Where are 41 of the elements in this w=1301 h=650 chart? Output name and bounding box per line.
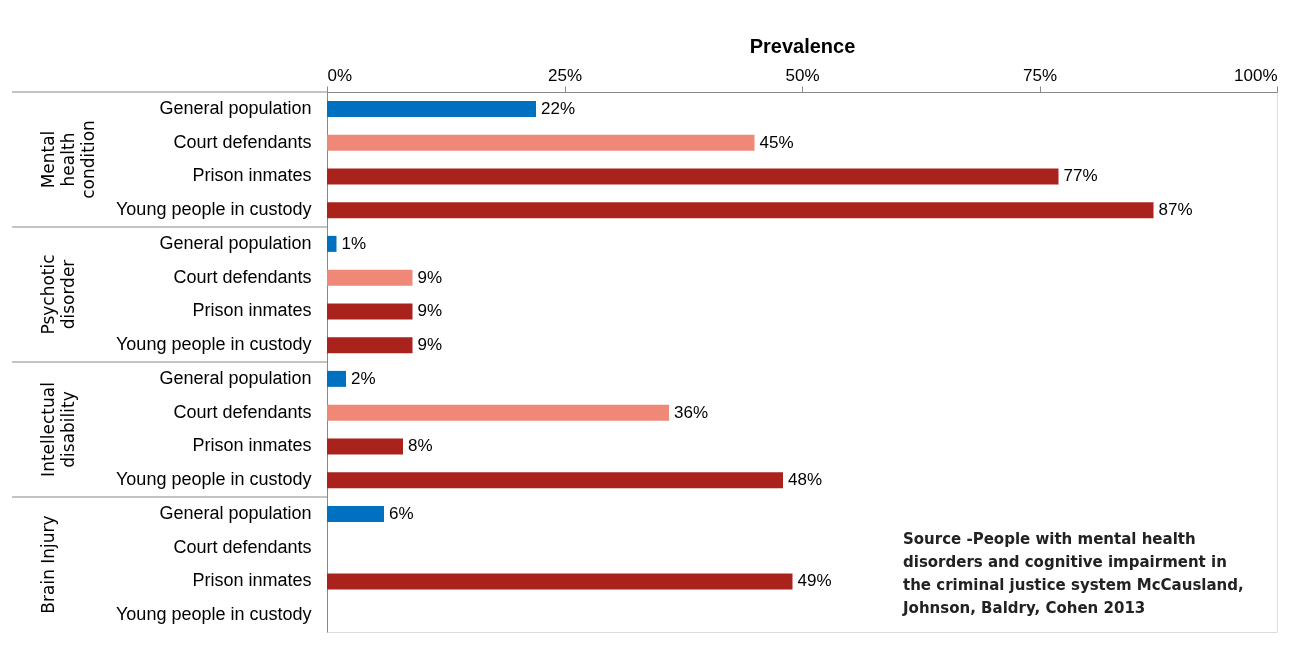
y-tick-label: General population xyxy=(159,502,312,523)
data-label: 9% xyxy=(417,301,443,321)
x-tick-label: 75% xyxy=(1022,65,1058,85)
data-label: 6% xyxy=(389,503,414,523)
x-tick-label: 100% xyxy=(1234,65,1278,85)
y-tick-label: Young people in custody xyxy=(116,469,312,490)
y-tick-label: Court defendants xyxy=(173,401,312,422)
data-label: 36% xyxy=(674,402,709,422)
x-tick-label: 25% xyxy=(547,65,583,85)
y-tick-label: Court defendants xyxy=(173,536,312,557)
text: Brain Injury xyxy=(38,515,58,614)
data-label: 77% xyxy=(1063,166,1098,186)
data-label: 22% xyxy=(541,98,576,118)
annotation: Source -People with mental health disorders and cognitive impairment in the criminal justice system McCausland, Johnson, Baldry, Cohen 2013 xyxy=(902,530,1244,617)
data-label: 87% xyxy=(1158,200,1193,220)
y-tick-label: Court defendants xyxy=(173,266,312,287)
y-tick-label: Young people in custody xyxy=(116,199,312,220)
data-label: 1% xyxy=(341,233,367,253)
data-label: 2% xyxy=(351,368,376,388)
y-tick-label: Young people in custody xyxy=(116,334,312,355)
y-tick-label: Prison inmates xyxy=(192,165,312,186)
data-label: 48% xyxy=(788,470,823,490)
y-tick-label: Prison inmates xyxy=(192,300,312,321)
y-tick-label: General population xyxy=(159,367,312,388)
y-tick-label: Court defendants xyxy=(173,131,312,152)
y-tick-label: Prison inmates xyxy=(192,435,312,456)
x-axis-title: Prevalence xyxy=(749,34,856,57)
text: Mental health condition xyxy=(38,120,98,199)
data-label: 9% xyxy=(417,267,443,287)
y-tick-label: General population xyxy=(159,97,312,118)
text: Intellectual disability xyxy=(38,382,78,477)
data-label: 49% xyxy=(797,571,832,591)
data-label: 9% xyxy=(417,335,443,355)
y-tick-label: Young people in custody xyxy=(116,604,312,625)
data-label: 8% xyxy=(408,436,433,456)
text: Psychotic disorder xyxy=(38,254,78,335)
y-tick-label: Prison inmates xyxy=(192,570,312,591)
x-tick-label: 50% xyxy=(785,65,820,85)
data-label: 45% xyxy=(759,132,794,152)
x-tick-label: 0% xyxy=(327,65,353,85)
y-tick-label: General population xyxy=(159,232,312,253)
